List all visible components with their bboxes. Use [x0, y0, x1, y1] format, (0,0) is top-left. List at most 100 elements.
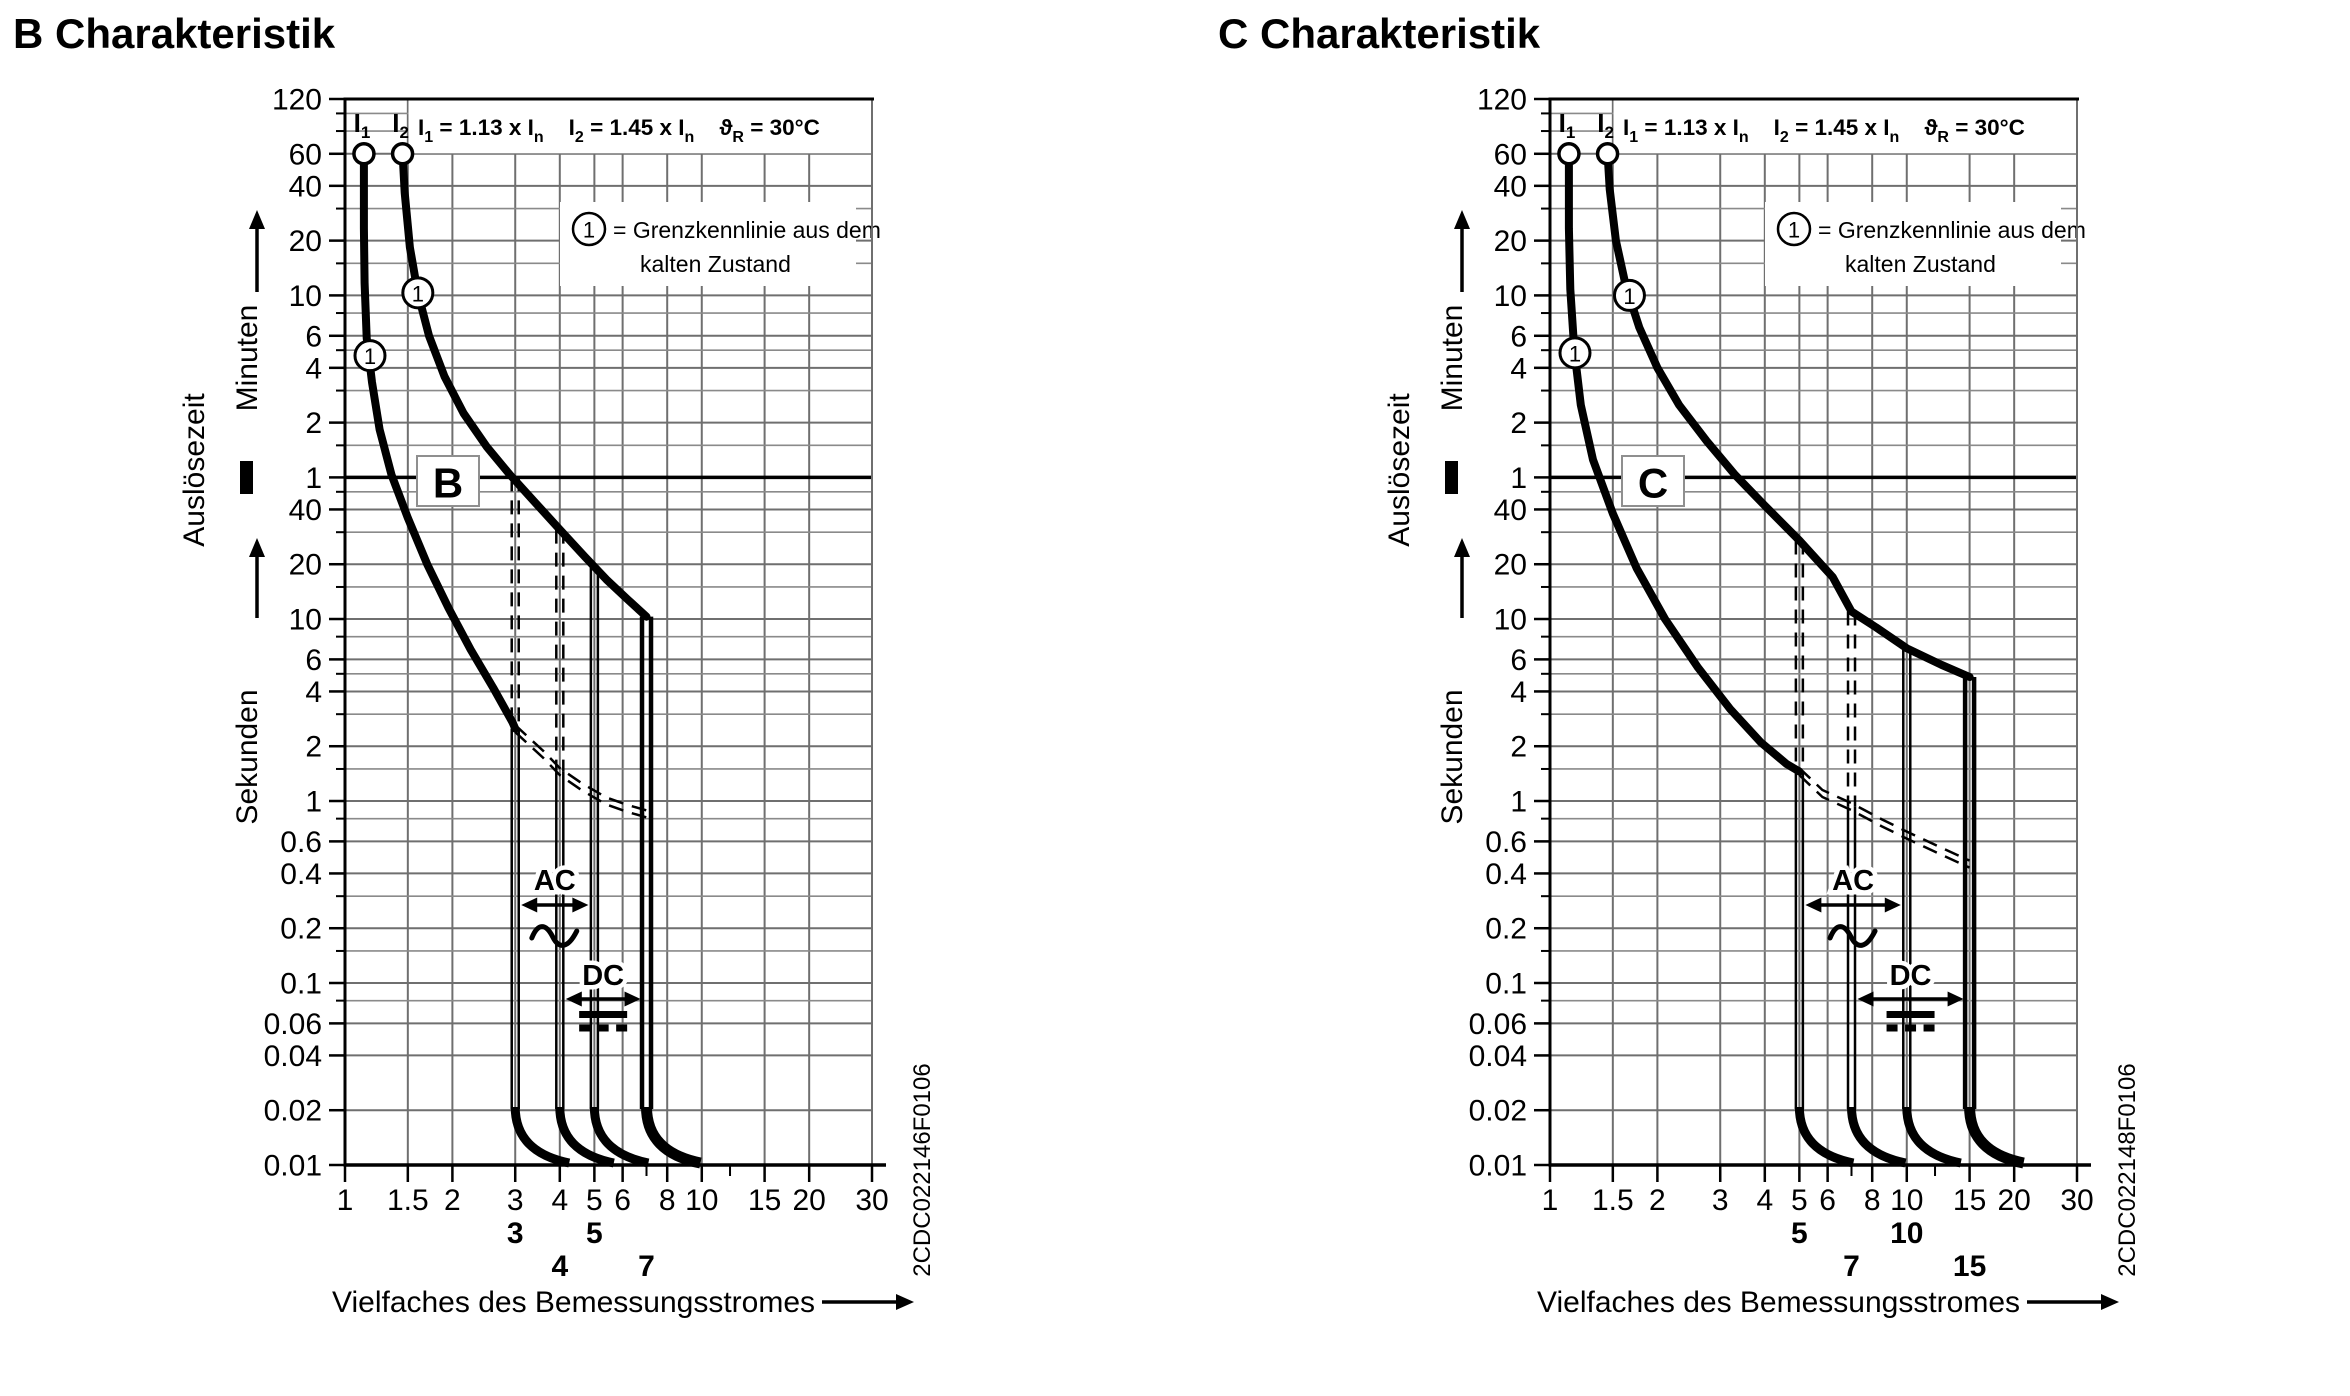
- y-tick-label-seconds: 1: [1510, 786, 1527, 819]
- x-tick-label: 3: [507, 1184, 524, 1217]
- y-tick-label-seconds: 0.6: [280, 826, 322, 859]
- ac-label: AC: [534, 865, 576, 897]
- cold-state-badge-circle: [353, 339, 387, 373]
- minutes-arrowhead: [249, 210, 265, 229]
- dc-symbol-solid-bar: [1886, 1011, 1935, 1018]
- y-tick-label-seconds: 2: [1510, 731, 1527, 764]
- x-tick-label: 6: [1819, 1184, 1836, 1217]
- trip-limit-label: 7: [1843, 1250, 1860, 1283]
- y-tick-label-seconds: 10: [1494, 604, 1527, 637]
- y-tick-label-seconds: 0.4: [280, 858, 322, 891]
- y-axis-section-labels: Minuten Sekunden Auslösezeit: [178, 210, 265, 825]
- dc-label: DC: [1890, 960, 1932, 992]
- y-tick-label-seconds: 0.06: [264, 1008, 322, 1041]
- legend-marker-circle: [571, 211, 607, 247]
- y-tick-label-minutes: 40: [289, 170, 322, 203]
- instantaneous-line-foot: [1847, 1106, 1907, 1168]
- figure-code: 2CDC022146F0106: [909, 1063, 936, 1276]
- i1_thermal_limit-curve: [359, 149, 520, 733]
- y-tick-label-seconds: 2: [305, 731, 322, 764]
- legend-line-2: kalten Zustand: [640, 251, 791, 277]
- plot-border: [1548, 97, 2091, 1167]
- unit-separator-bar: [1445, 461, 1458, 494]
- characteristic-letter-box: B: [416, 455, 480, 507]
- y-tick-label-seconds: 4: [1510, 676, 1527, 709]
- y-tick-label-seconds: 0.6: [1485, 826, 1527, 859]
- x-tick-label: 15: [1953, 1184, 1986, 1217]
- legend: 1 = Grenzkennlinie aus dem kalten Zustand: [1765, 202, 2086, 286]
- trip-limit-label: 5: [1791, 1217, 1808, 1250]
- legend-line-1: = Grenzkennlinie aus dem: [613, 217, 881, 243]
- instantaneous-line-foot: [641, 1106, 702, 1169]
- y-tick-label-minutes: 2: [1510, 407, 1527, 440]
- instantaneous-line-foot: [589, 1106, 650, 1168]
- range-arrowhead-right: [1884, 897, 1901, 913]
- warm-state-dashed-curve: [1798, 774, 1971, 869]
- cold-state-badge-number: 1: [1569, 341, 1581, 366]
- i2_thermal_limit-curve: [1603, 149, 1974, 681]
- dc-symbol-solid-bar: [579, 1011, 628, 1018]
- y-tick-label-minutes: 120: [272, 84, 322, 117]
- y-tick-label-minutes: 6: [305, 320, 322, 353]
- x-axis-title-arrowhead: [896, 1294, 914, 1310]
- x-axis-title: Vielfaches des Bemessungsstromes: [1537, 1286, 2020, 1319]
- y-tick-label-seconds: 40: [1494, 494, 1527, 527]
- range-arrowhead-right: [572, 897, 589, 913]
- x-tick-label: 5: [586, 1184, 603, 1217]
- y-tick-label-seconds: 0.1: [1485, 968, 1527, 1001]
- trip-limit-label: 4: [551, 1250, 568, 1283]
- cold-state-badge-number: 1: [412, 281, 424, 306]
- minutes-arrowhead: [1454, 210, 1470, 229]
- legend-marker-number: 1: [1788, 218, 1800, 243]
- x-tick-label: 1: [337, 1184, 354, 1217]
- x-tick-label: 8: [659, 1184, 676, 1217]
- x-tick-label: 3: [1712, 1184, 1729, 1217]
- legend-line-2: kalten Zustand: [1845, 251, 1996, 277]
- cold-state-badge-circle: [401, 276, 435, 310]
- ac-sine-icon: [1827, 924, 1878, 948]
- ac-dc-annotations: AC DC: [1805, 861, 1964, 1032]
- warm-state-dashed-curve: [1798, 767, 1971, 862]
- y-tick-label-seconds: 0.04: [1469, 1040, 1527, 1073]
- formula-text: I1 = 1.13 x In I2 = 1.45 x In ϑR = 30°C: [1623, 115, 2025, 146]
- y-tick-label-seconds: 0.01: [1469, 1150, 1527, 1183]
- curve-start-marker: [1595, 142, 1620, 166]
- curve-label-i1: I1: [1559, 108, 1576, 142]
- characteristic-letter-box: C: [1621, 455, 1685, 507]
- curve-label-i2: I2: [392, 108, 409, 142]
- y-tick-label-minutes: 60: [1494, 138, 1527, 171]
- y-tick-label-minutes: 4: [305, 352, 322, 385]
- chart-title: C Charakteristik: [1218, 10, 1541, 57]
- y-tick-label-seconds: 20: [1494, 549, 1527, 582]
- legend-marker-circle: [1776, 211, 1812, 247]
- legend-marker-number: 1: [583, 218, 595, 243]
- instantaneous-line-foot: [510, 1106, 571, 1168]
- y-axis-labels: 12060402010642140201064210.60.40.20.10.0…: [264, 84, 345, 1183]
- x-axis-title: Vielfaches des Bemessungsstromes: [332, 1286, 815, 1319]
- trip-limit-label: 15: [1953, 1250, 1986, 1283]
- y-axis-title: Auslösezeit: [178, 393, 211, 547]
- y-tick-label-minutes: 60: [289, 138, 322, 171]
- y-tick-label-minutes: 120: [1477, 84, 1527, 117]
- trip-limit-label: 3: [507, 1217, 524, 1250]
- y-tick-label-seconds: 1: [305, 786, 322, 819]
- y-tick-label-minutes: 10: [289, 280, 322, 313]
- y-tick-label-seconds: 0.1: [280, 968, 322, 1001]
- ac-sine-icon: [529, 924, 580, 948]
- instantaneous-line-foot: [1964, 1106, 2025, 1169]
- formula-band: I1 = 1.13 x In I2 = 1.45 x In ϑR = 30°C: [408, 100, 872, 154]
- seconds-label: Sekunden: [1436, 689, 1469, 824]
- cold-state-badge-circle: [1558, 336, 1592, 370]
- legend-line-1: = Grenzkennlinie aus dem: [1818, 217, 2086, 243]
- trip-limit-label: 7: [638, 1250, 655, 1283]
- x-tick-label: 15: [748, 1184, 781, 1217]
- x-tick-label: 20: [792, 1184, 825, 1217]
- instantaneous-line-foot: [1794, 1106, 1855, 1168]
- x-tick-label: 1.5: [1592, 1184, 1634, 1217]
- x-tick-label: 1: [1542, 1184, 1559, 1217]
- curve-label-i1: I1: [354, 108, 371, 142]
- y-tick-label-seconds: 10: [289, 604, 322, 637]
- legend-background: [1765, 202, 2061, 286]
- y-tick-label-minutes: 1: [1510, 462, 1527, 495]
